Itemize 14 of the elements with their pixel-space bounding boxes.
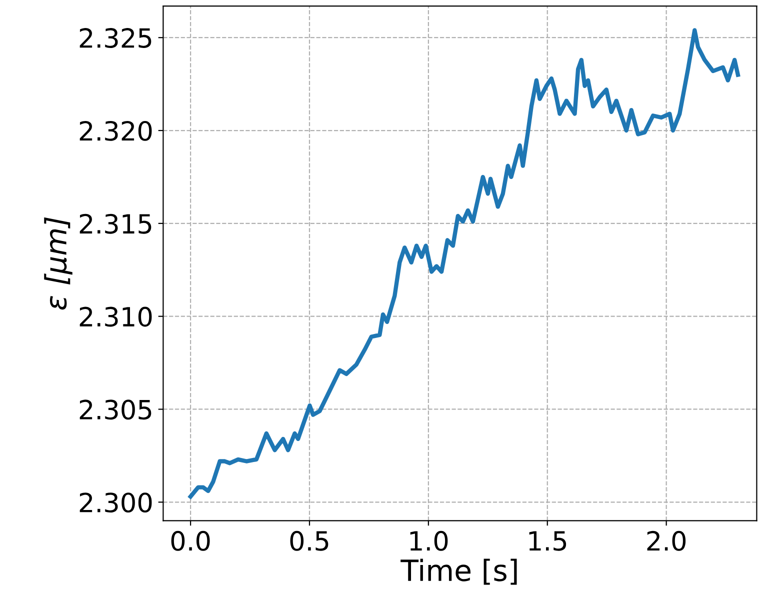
x-axis-title: Time [s]	[400, 558, 517, 585]
y-tick-label: 2.310	[80, 306, 152, 327]
y-tick-label: 2.300	[80, 492, 152, 513]
y-tick-label: 2.325	[80, 28, 152, 48]
y-tick-label: 2.305	[80, 400, 152, 420]
x-tick-label: 1.0	[410, 530, 448, 551]
x-tick-label: 1.5	[529, 531, 566, 551]
line-series	[188, 28, 740, 499]
y-axis-title: ε [μm]	[44, 217, 72, 310]
x-tick-label: 0.5	[290, 530, 328, 551]
x-tick-label: 2.0	[647, 530, 686, 551]
y-tick-label: 2.320	[80, 120, 152, 141]
y-tick-label: 2.315	[80, 214, 152, 234]
x-tick-label: 0.0	[171, 530, 210, 551]
